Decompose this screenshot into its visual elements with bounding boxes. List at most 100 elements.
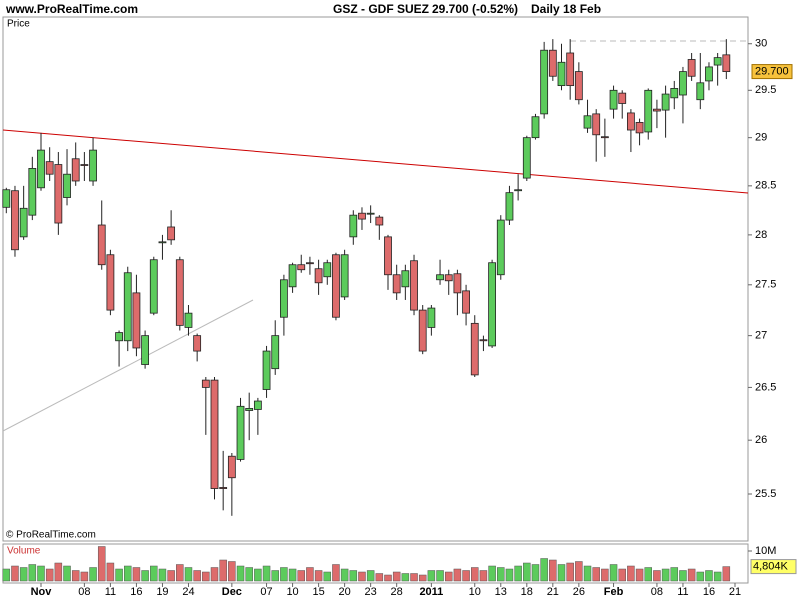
candle-body [479, 339, 488, 342]
volume-bar [340, 568, 349, 582]
candle-body [531, 116, 540, 139]
volume-bar [97, 546, 106, 582]
volume-bar [635, 568, 644, 582]
volume-bar [332, 564, 340, 582]
candle-body [167, 226, 176, 241]
volume-bar [392, 571, 401, 582]
volume-bar [297, 570, 305, 582]
candle-body [548, 49, 557, 77]
candle-body [262, 350, 271, 390]
volume-bar [566, 562, 574, 582]
volume-bar [19, 567, 28, 582]
candle-body [470, 322, 479, 376]
volume-bar [627, 565, 635, 582]
candle-body [653, 108, 661, 112]
candle-body [340, 254, 349, 298]
quote: 29.700 (-0.52%) [432, 2, 518, 16]
volume-bar [713, 571, 722, 582]
volume-bar [280, 567, 288, 582]
candle-body [314, 268, 323, 284]
volume-bar [193, 570, 201, 582]
candle-body [609, 89, 618, 110]
y-tick-label: 28 [755, 229, 767, 241]
volume-bar [644, 567, 652, 582]
volume-bar [618, 568, 626, 582]
candle-body [2, 189, 11, 208]
candle-body [271, 335, 280, 370]
x-tick-label: 21 [547, 586, 559, 598]
volume-bar [236, 565, 245, 582]
candle-body [158, 241, 167, 244]
volume-bar [444, 571, 453, 582]
candle-body [705, 66, 713, 82]
candle-body [297, 264, 306, 271]
x-tick-label: 23 [365, 586, 377, 598]
candle-body [349, 214, 358, 238]
candle-body [245, 408, 254, 411]
candle-body [462, 290, 470, 314]
volume-bar [37, 565, 45, 582]
last-price-box [751, 64, 793, 80]
candle-body [574, 71, 583, 101]
volume-bar [592, 567, 600, 582]
volume-bar [375, 573, 384, 582]
x-tick-label: Dec [222, 586, 242, 598]
candle-body [496, 219, 505, 276]
volume-bar [557, 564, 566, 582]
x-tick-label: 18 [521, 586, 533, 598]
volume-bar [661, 568, 670, 582]
candle-body [253, 400, 262, 410]
candle-body [453, 273, 462, 294]
volume-bar [705, 570, 713, 582]
volume-bar [653, 570, 661, 582]
candle-body [635, 122, 644, 134]
x-tick-label: 08 [651, 586, 663, 598]
volume-bar [167, 570, 175, 582]
candle-body [522, 137, 531, 179]
volume-bar [106, 562, 115, 582]
candle-body [323, 262, 332, 278]
volume-bar [54, 562, 63, 582]
candle-body [141, 335, 150, 365]
candle-body [71, 158, 80, 182]
candle-body [149, 259, 158, 314]
volume-bar [410, 573, 418, 582]
candle-body [219, 487, 228, 489]
candle-body [210, 379, 219, 489]
x-tick-label: Feb [604, 586, 624, 598]
candle-body [488, 262, 497, 347]
candle-body [436, 274, 444, 281]
y-tick-label: 25.5 [755, 488, 776, 500]
candle-body [627, 112, 635, 131]
candle-body [306, 262, 314, 265]
volume-bar [679, 570, 687, 582]
y-tick-label: 26 [755, 434, 767, 446]
volume-bar [670, 567, 679, 582]
x-tick-label: 10 [286, 586, 298, 598]
x-tick-label: 15 [312, 586, 324, 598]
volume-bar [384, 574, 392, 582]
volume-bar [401, 573, 410, 582]
candle-body [427, 307, 436, 328]
site-name: www.ProRealTime.com [5, 2, 138, 16]
price-panel [2, 16, 749, 542]
candle-body [279, 279, 288, 318]
candle-body [592, 113, 601, 136]
x-tick-label: 26 [573, 586, 585, 598]
volume-bar [184, 567, 193, 582]
volume-bar [314, 570, 323, 582]
volume-bar [609, 564, 618, 582]
trend-line [2, 299, 254, 432]
x-tick-label: 24 [182, 586, 194, 598]
candle-body [11, 190, 19, 251]
volume-bar [722, 566, 731, 582]
candle-body [132, 292, 141, 349]
volume-bar [115, 568, 123, 582]
volume-bar [63, 565, 71, 582]
volume-bar [71, 570, 80, 582]
candle-body [670, 88, 679, 99]
volume-bar [288, 568, 297, 582]
x-tick-label: 10 [469, 586, 481, 598]
candle-body [288, 264, 297, 288]
candle-body [175, 259, 184, 326]
